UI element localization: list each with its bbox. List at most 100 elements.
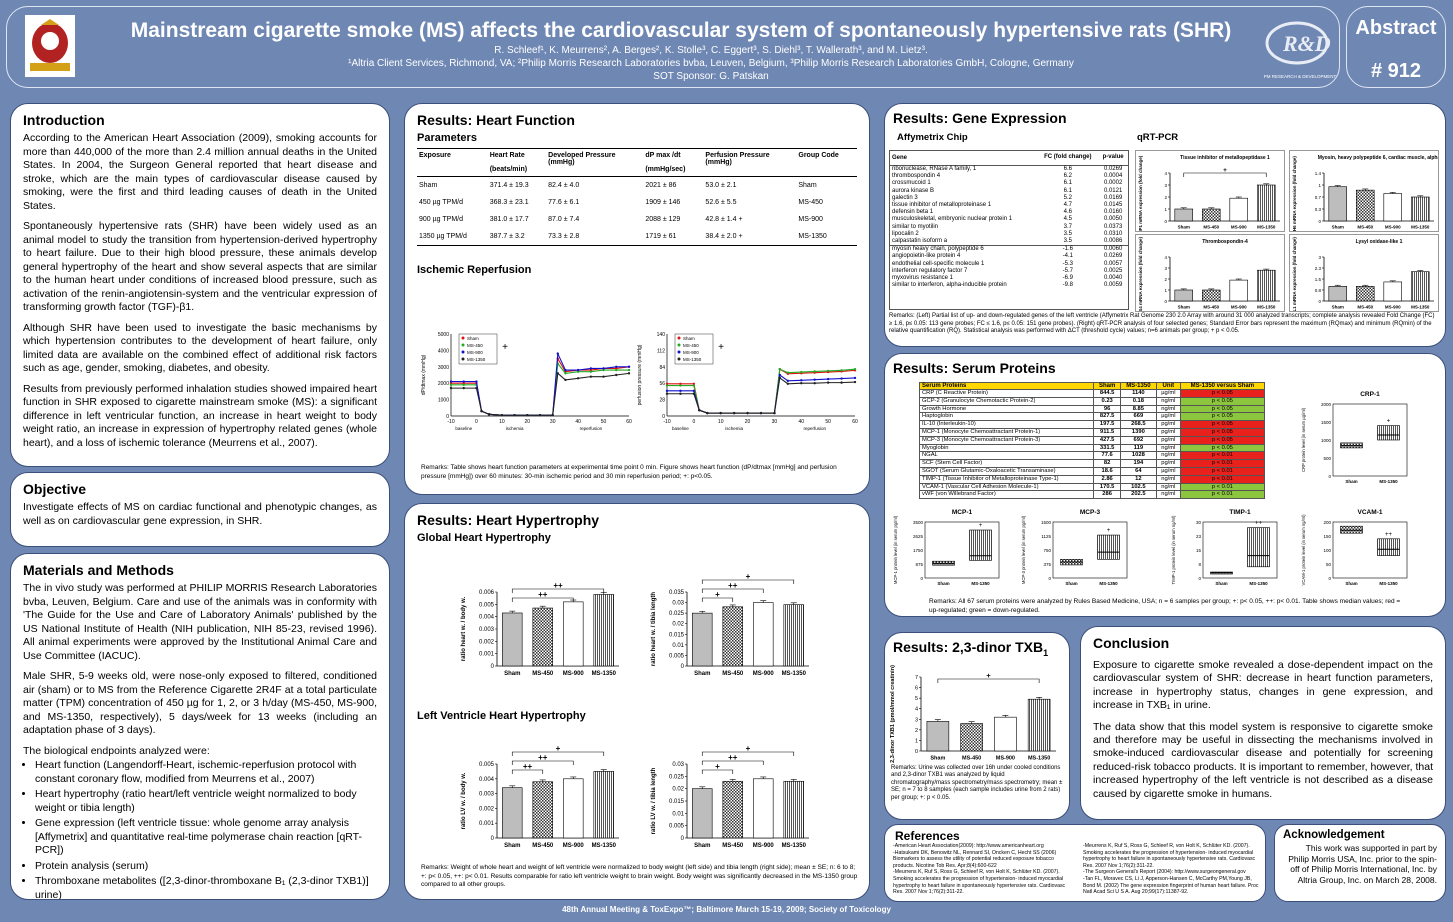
series-line: [667, 374, 856, 414]
conclusion-panel: Conclusion Exposure to cigarette smoke r…: [1080, 626, 1446, 820]
x-tick-label: 40: [575, 419, 581, 425]
chart-title: Myosin, heavy polypeptide 6, cardiac mus…: [1318, 155, 1439, 161]
gene-cell: 0.0269: [1103, 253, 1123, 260]
x-tick-label: 0: [475, 419, 478, 425]
x-tick-label: 10: [499, 419, 505, 425]
y-tick-label: 0.003: [479, 627, 495, 633]
y-axis-label: MYH6 mRNA expression (fold change): [1292, 156, 1297, 232]
chart-title: TIMP-1: [1229, 509, 1251, 516]
significance-marker: ++: [728, 581, 738, 590]
y-tick-label: 0.01: [672, 811, 684, 817]
table-row: 1350 µg TPM/d 387.7 ± 3.2 73.3 ± 2.8 1719 ±…: [417, 228, 857, 246]
data-point: [526, 413, 529, 417]
y-tick-label: 100: [1323, 548, 1331, 553]
serum-row: GCP-2 (Granulocyte Chemotactic Protein-2…: [918, 396, 1266, 406]
qpcr-loxl1-chart: 0 0.8 1.5 2.3 3 Sham MS-450 MS-900 MS-1350 LOXL1 …: [1289, 234, 1439, 312]
x-tick-label: MS-1350: [1379, 581, 1398, 586]
serum-cell: 12: [1119, 474, 1157, 484]
y-tick-label: 0.006: [479, 590, 495, 596]
y-tick-label: 3: [1318, 255, 1321, 260]
y-tick-label: 150: [1323, 534, 1331, 539]
data-point: [853, 367, 857, 371]
x-tick-label: Sham: [1345, 581, 1357, 586]
legend-label: MS-1350: [467, 357, 486, 362]
data-point: [786, 379, 790, 383]
serum-cell: SCF (Stem Cell Factor): [918, 459, 1095, 468]
significance-marker: ++: [1255, 521, 1263, 527]
gene-col-fc: FC (fold change): [1044, 154, 1092, 161]
y-tick-label: 0: [491, 664, 495, 670]
abstract-label: Abstract: [1355, 17, 1437, 39]
data-point: [487, 413, 491, 416]
serum-remark: Remarks: All 67 serum proteins were anal…: [929, 598, 1401, 614]
serum-cell: p < 0.05: [1179, 443, 1266, 453]
gene-cell: 0.0145: [1103, 202, 1123, 209]
y-tick-label: 1000: [1321, 438, 1332, 443]
legend-marker: [677, 336, 681, 340]
data-point: [538, 413, 542, 417]
table-cell: MS-900: [798, 216, 823, 223]
y-tick-label: 84: [659, 365, 665, 371]
significance-bracket: [701, 579, 795, 584]
txb-title-text: Results: 2,3-dinor TXB: [893, 639, 1044, 655]
gene-cell: 0.0160: [1103, 209, 1123, 216]
gene-cell: 3.5: [1063, 230, 1072, 237]
x-tick-label: MS-900: [753, 843, 775, 849]
serum-cell: p < 0.05: [1179, 396, 1266, 406]
gene-row: crossmucoid 1 6.1 0.0002: [890, 180, 1128, 187]
box: [1377, 538, 1400, 556]
data-point: [462, 386, 465, 390]
gene-cell: 3.7: [1063, 223, 1072, 230]
legend-box: [458, 333, 498, 365]
data-point: [462, 383, 465, 387]
x-tick-label: 30: [550, 419, 556, 425]
y-tick-label: 3000: [438, 365, 449, 371]
y-axis-label: ratio heart w. / body w.: [461, 597, 467, 662]
authors: R. Schleef¹, K. Meurrens², A. Berges², K…: [494, 45, 928, 56]
logo-caption: PM RESEARCH & DEVELOPMENT: [1263, 74, 1337, 79]
data-point: [778, 376, 781, 380]
data-point: [813, 370, 816, 373]
serum-cell: vWF (von Willebrand Factor): [918, 490, 1095, 500]
y-tick-label: 5000: [438, 332, 449, 338]
serum-title: Results: Serum Proteins: [893, 360, 1056, 376]
plot-frame: [924, 521, 1000, 579]
gene-table: Gene FC (fold change) p-value ribonuclea…: [890, 151, 1128, 289]
hf-col-dpdt: dP max /dt (mmHg/sec): [645, 152, 686, 173]
data-point: [449, 380, 453, 383]
x-tick-label: 60: [852, 419, 858, 425]
poster-title: Mainstream cigarette smoke (MS) affects …: [130, 19, 1232, 42]
header-bar: Mainstream cigarette smoke (MS) affects …: [6, 6, 1340, 88]
affymetrix-title: Affymetrix Chip: [897, 132, 968, 143]
bar: [502, 612, 523, 667]
data-point: [564, 368, 567, 372]
serum-cell: 827.5: [1093, 412, 1121, 422]
x-tick-label: 10: [718, 419, 724, 425]
data-point: [627, 372, 631, 375]
introduction-panel: Introduction According to the American H…: [10, 103, 390, 467]
y-axis-label: VCAM-1 protein level (in serum ng/ml): [1301, 514, 1306, 586]
series-line: [451, 351, 629, 416]
x-tick-label: MS-1350: [971, 581, 990, 586]
data-point: [615, 367, 618, 370]
bar: [1328, 186, 1347, 222]
x-tick-label: MS-900: [563, 843, 585, 849]
table-cell: 381.0 ± 17.7: [489, 216, 529, 223]
y-tick-label: 0: [681, 836, 685, 842]
data-point: [449, 386, 453, 390]
y-tick-label: 0: [681, 664, 685, 670]
x-tick-label: Sham: [1178, 305, 1190, 310]
serum-table: Serum Proteins Sham MS-1350 Unit MS-1350…: [918, 382, 1266, 500]
gene-cell: galectin 3: [892, 194, 918, 201]
bar: [1257, 184, 1276, 222]
gene-cell: 0.0169: [1103, 194, 1123, 201]
bar: [753, 778, 774, 839]
bar: [1229, 279, 1248, 302]
data-point: [615, 373, 618, 377]
serum-cell: 96: [1093, 404, 1121, 414]
y-tick-label: 0.002: [479, 806, 495, 812]
serum-cell: CRP (C Reactive Protein): [918, 389, 1095, 398]
txb-chart: 0 1 2 3 4 5 6 7 Sham MS-450 MS-900 MS-1350 2,3-dinor…: [890, 665, 1056, 763]
y-tick-label: 375: [1043, 562, 1051, 567]
serum-cell: Myoglobin: [918, 443, 1095, 453]
